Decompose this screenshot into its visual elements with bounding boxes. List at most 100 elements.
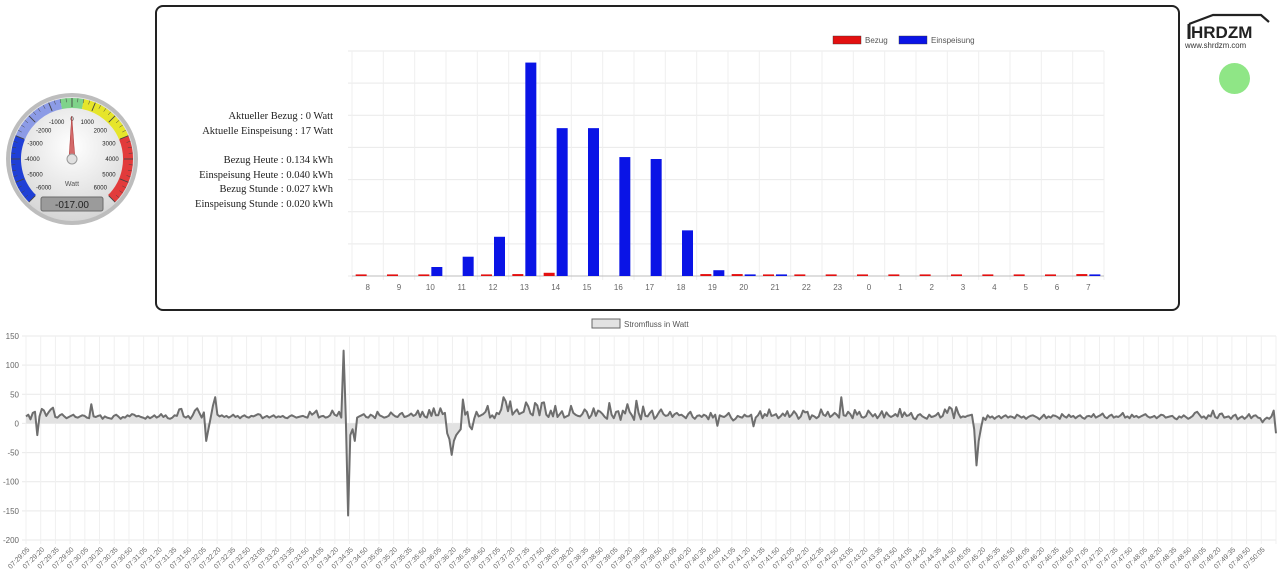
bar-bezug-9: [387, 274, 398, 276]
gauge-tick: [115, 194, 120, 198]
connection-status-indicator: [1219, 63, 1250, 94]
gauge-tick: [126, 175, 131, 177]
bar-chart-x-tick-label: 17: [645, 283, 654, 292]
gauge-unit-label: Watt: [65, 181, 79, 188]
bar-einspeisung-10: [431, 267, 443, 276]
legend-swatch-bezug[interactable]: [832, 35, 862, 45]
gauge-band-low-negative: [15, 99, 63, 140]
bar-bezug-3: [951, 274, 962, 276]
gauge-tick: [119, 135, 129, 140]
gauge-tick: [126, 141, 131, 143]
gauge-tick: [98, 105, 101, 109]
bar-bezug-7: [1076, 274, 1088, 276]
gauge-tick: [12, 169, 17, 172]
gauge-tick-label: 4000: [105, 157, 119, 163]
bar-einspeisung-14: [556, 128, 568, 276]
bar-chart-x-tick-label: 14: [551, 283, 560, 292]
line-chart-y-tick-label: 150: [6, 332, 20, 341]
bar-einspeisung-16: [619, 157, 631, 276]
gauge-tick: [91, 102, 96, 112]
gauge-tick-label: 2000: [94, 129, 108, 135]
gauge-tick-label: -1000: [49, 120, 65, 126]
gauge-tick: [18, 185, 22, 188]
gauge-band-low-positive: [81, 99, 129, 140]
gauge-tick: [15, 178, 25, 183]
current-feed-in: Aktuelle Einspeisung : 17 Watt: [202, 125, 333, 137]
gauge-tick: [24, 120, 29, 124]
bar-bezug-12: [481, 274, 492, 276]
bar-bezug-21: [763, 274, 774, 276]
gauge-tick: [21, 124, 25, 128]
bar-bezug-10: [418, 274, 430, 276]
line-chart-area: [26, 350, 1276, 516]
bar-bezug-0: [857, 274, 868, 276]
bar-chart-x-tick-label: 2: [929, 283, 934, 292]
bar-bezug-6: [1045, 274, 1056, 276]
gauge-tick: [108, 195, 116, 203]
bar-chart-x-tick-label: 12: [489, 283, 498, 292]
bar-bezug-8: [355, 274, 367, 276]
line-chart-y-tick-label: 0: [15, 419, 20, 428]
bar-einspeisung-20: [744, 274, 756, 276]
line-chart-y-tick-label: 50: [10, 390, 19, 399]
gauge-tick-label: -3000: [27, 142, 43, 148]
gauge-tick: [119, 178, 129, 183]
gauge-tick: [18, 130, 22, 133]
bar-bezug-13: [512, 274, 524, 276]
bar-bezug-20: [731, 274, 743, 276]
current-consumption: Aktueller Bezug : 0 Watt: [228, 111, 333, 122]
gauge-tick: [107, 111, 111, 116]
line-chart-y-tick-label: -50: [7, 449, 19, 458]
shrdzm-logo: HRDZM www.shrdzm.com: [1184, 13, 1270, 50]
bar-chart-x-tick-label: 1: [898, 283, 903, 292]
gauge-tick-label: -2000: [36, 129, 52, 135]
gauge-tick: [28, 195, 36, 203]
gauge-tick-label: 0: [70, 117, 74, 123]
bar-chart-x-tick-label: 22: [802, 283, 811, 292]
bar-chart-x-tick-label: 0: [867, 283, 872, 292]
bar-chart-x-tick-label: 15: [583, 283, 592, 292]
gauge-tick-label: -4000: [24, 157, 40, 163]
bar-einspeisung-11: [462, 256, 474, 276]
bar-einspeisung-17: [650, 159, 662, 276]
gauge-tick: [15, 135, 25, 140]
bar-chart-x-tick-label: 13: [520, 283, 529, 292]
legend-swatch-stromfluss[interactable]: [591, 318, 621, 329]
logo-brand-text: HRDZM: [1191, 23, 1252, 42]
legend-label-einspeisung: Einspeisung: [931, 36, 975, 45]
bar-chart-x-tick-label: 9: [397, 283, 402, 292]
bar-bezug-22: [794, 274, 806, 276]
gauge-tick-label: 1000: [81, 120, 95, 126]
legend-label-bezug: Bezug: [865, 36, 888, 45]
bar-chart-x-tick-label: 11: [458, 283, 467, 292]
gauge-tick: [48, 102, 53, 112]
line-chart-y-tick-label: -100: [3, 478, 20, 487]
gauge-tick: [59, 99, 62, 104]
consumption-hour: Bezug Stunde : 0.027 kWh: [219, 184, 333, 195]
gauge-tick: [88, 100, 90, 105]
gauge-display-value: -017.00: [55, 200, 89, 211]
bar-einspeisung-13: [525, 62, 537, 277]
bar-einspeisung-15: [588, 128, 599, 276]
roof-icon: [1188, 13, 1270, 26]
gauge-tick: [13, 141, 18, 143]
gauge-tick: [24, 194, 29, 198]
energy-panel: Aktueller Bezug : 0 Watt Aktuelle Einspe…: [155, 5, 1180, 311]
gauge-tick-label: 6000: [94, 185, 108, 191]
consumption-today: Bezug Heute : 0.134 kWh: [223, 155, 333, 166]
gauge-display: [40, 196, 104, 212]
bar-einspeisung-19: [713, 270, 725, 276]
line-chart-y-tick-label: -200: [3, 536, 20, 545]
bar-einspeisung-18: [682, 230, 693, 276]
bar-chart-x-tick-label: 3: [961, 283, 966, 292]
gauge-needle-hub: [66, 153, 78, 165]
gauge-tick: [13, 175, 18, 177]
bar-bezug-19: [700, 274, 712, 276]
hourly-energy-bar-chart: 00.51.01.52.02.53.03.5891011121314151617…: [348, 35, 1105, 292]
gauge-tick-label: 5000: [102, 172, 116, 178]
bar-bezug-5: [1013, 274, 1025, 276]
legend-swatch-einspeisung[interactable]: [898, 35, 928, 45]
gauge-tick: [122, 185, 126, 188]
gauge-band-positive: [107, 135, 133, 203]
bar-chart-x-tick-label: 5: [1023, 283, 1028, 292]
